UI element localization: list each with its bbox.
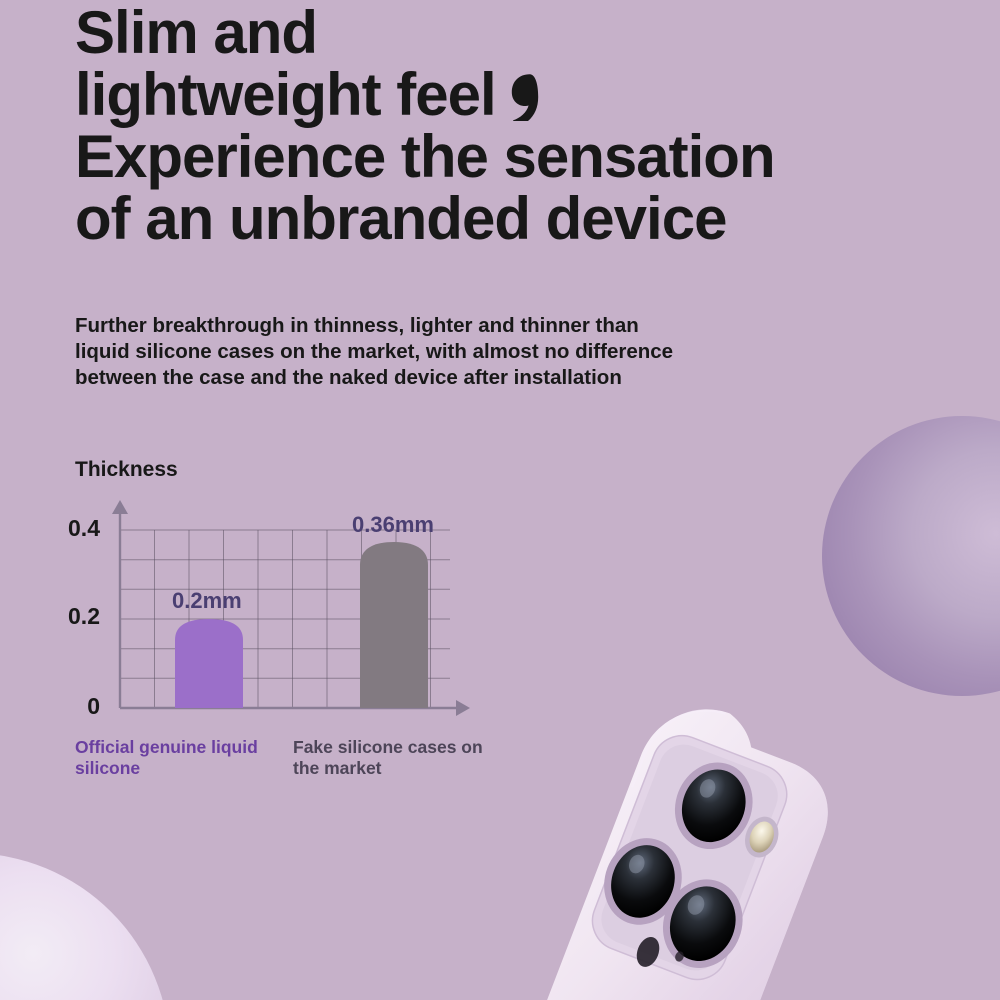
svg-text:0.2mm: 0.2mm — [172, 588, 242, 613]
svg-text:0.36mm: 0.36mm — [352, 512, 434, 537]
svg-text:0.4: 0.4 — [68, 515, 100, 541]
svg-text:0.2: 0.2 — [68, 603, 100, 629]
svg-text:0: 0 — [87, 693, 100, 719]
